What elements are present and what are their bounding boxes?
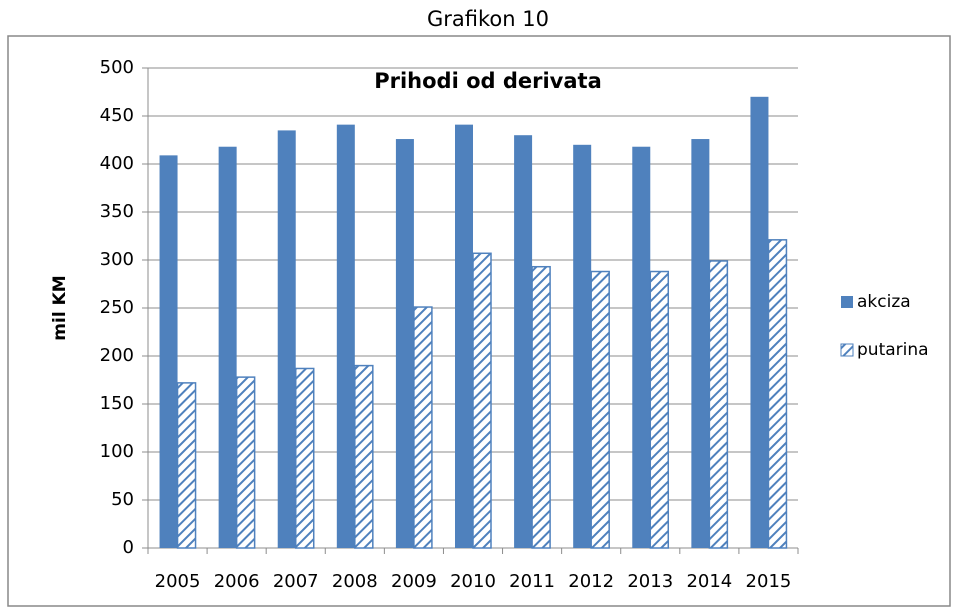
y-tick-label: 450 [100, 105, 134, 126]
bar [649, 270, 670, 549]
legend-swatch [841, 296, 853, 308]
x-tick-label: 2013 [627, 571, 673, 592]
legend-swatch [840, 343, 854, 357]
bar [691, 139, 710, 549]
bar [176, 382, 197, 549]
bar [514, 135, 533, 548]
x-tick-label: 2009 [391, 571, 437, 592]
bar [395, 139, 414, 549]
bar [336, 124, 355, 548]
y-tick-label: 250 [100, 297, 134, 318]
chart-border [7, 35, 951, 607]
x-tick-label: 2014 [686, 571, 732, 592]
y-tick-label: 150 [100, 393, 134, 414]
y-tick-label: 50 [111, 489, 134, 510]
y-tick-label: 100 [100, 441, 134, 462]
y-axis-label: mil KM [50, 275, 70, 340]
y-tick-label: 400 [100, 153, 134, 174]
bar [573, 144, 592, 549]
bar [708, 260, 729, 549]
bar [277, 130, 296, 548]
x-tick-label: 2007 [273, 571, 319, 592]
legend-label: akciza [857, 292, 911, 312]
bar [455, 124, 473, 548]
bar [531, 265, 551, 549]
chart-title: Prihodi od derivata [374, 69, 602, 93]
y-tick-label: 350 [100, 201, 134, 222]
bar [218, 146, 237, 548]
x-tick-label: 2005 [155, 571, 201, 592]
bar [294, 367, 315, 549]
legend-label: putarina [857, 340, 929, 360]
x-tick-label: 2008 [332, 571, 378, 592]
y-tick-label: 300 [100, 249, 134, 270]
bar [590, 270, 610, 549]
caption: Grafikon 10 [427, 7, 549, 31]
x-tick-label: 2012 [568, 571, 614, 592]
y-tick-label: 500 [100, 57, 134, 78]
y-tick-label: 0 [123, 537, 134, 558]
x-tick-label: 2010 [450, 571, 496, 592]
bar [354, 364, 374, 549]
bar [235, 376, 256, 549]
bar [413, 306, 433, 549]
y-tick-label: 200 [100, 345, 134, 366]
bar [159, 155, 178, 549]
bar [472, 252, 492, 549]
bar [750, 96, 769, 549]
x-tick-label: 2006 [214, 571, 260, 592]
x-tick-label: 2015 [746, 571, 792, 592]
x-tick-label: 2011 [509, 571, 555, 592]
bar [767, 239, 788, 549]
bar [632, 146, 651, 548]
